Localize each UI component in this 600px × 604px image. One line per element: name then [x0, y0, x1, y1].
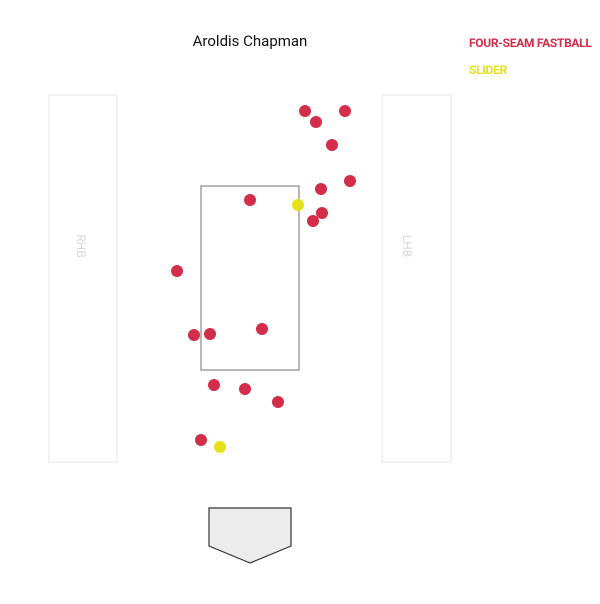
pitch — [214, 441, 226, 453]
home-plate — [208, 507, 292, 564]
pitch — [299, 105, 311, 117]
pitch — [310, 116, 322, 128]
pitch — [239, 383, 251, 395]
pitch — [204, 328, 216, 340]
pitch — [256, 323, 268, 335]
batter-box-label: LHB — [400, 235, 414, 258]
pitch — [171, 265, 183, 277]
pitch — [316, 207, 328, 219]
batter-box — [48, 94, 118, 463]
legend-label: SLIDER — [469, 63, 507, 77]
pitch — [339, 105, 351, 117]
pitch — [344, 175, 356, 187]
legend-label: FOUR-SEAM FASTBALL — [469, 36, 592, 50]
batter-box — [381, 94, 452, 463]
pitch — [292, 199, 304, 211]
pitch — [195, 434, 207, 446]
pitch — [244, 194, 256, 206]
batter-box-label: RHB — [74, 234, 88, 257]
pitch — [315, 183, 327, 195]
strike-zone — [200, 185, 300, 371]
pitch — [208, 379, 220, 391]
pitch — [272, 396, 284, 408]
pitch — [326, 139, 338, 151]
pitch — [188, 329, 200, 341]
pitch — [307, 215, 319, 227]
chart-title: Aroldis Chapman — [193, 32, 308, 50]
